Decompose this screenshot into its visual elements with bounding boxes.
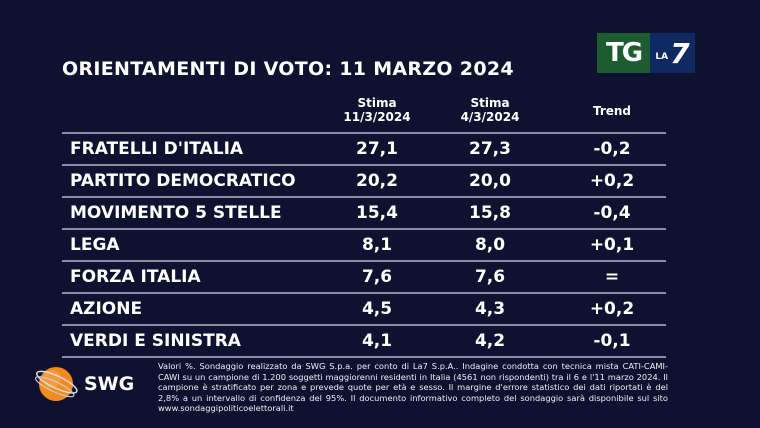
current-estimate: 15,4 <box>356 203 398 223</box>
table-row: MOVIMENTO 5 STELLE 15,4 15,8 -0,4 <box>62 196 666 228</box>
party-name: PARTITO DEMOCRATICO <box>70 171 296 191</box>
page-title: ORIENTAMENTI DI VOTO: 11 MARZO 2024 <box>62 58 514 80</box>
trend-value: +0,1 <box>589 235 635 255</box>
swg-logo: SWG <box>32 362 134 406</box>
trend-value: +0,2 <box>589 171 635 191</box>
trend-value: -0,2 <box>593 139 631 159</box>
current-estimate: 20,2 <box>356 171 398 191</box>
table-row: VERDI E SINISTRA 4,1 4,2 -0,1 <box>62 324 666 358</box>
current-estimate: 4,1 <box>361 331 393 351</box>
party-name: FRATELLI D'ITALIA <box>70 139 244 159</box>
trend-value: = <box>604 267 620 287</box>
column-header-trend: Trend <box>592 104 632 118</box>
la-logo-text: LA <box>655 52 669 62</box>
poll-table: FRATELLI D'ITALIA 27,1 27,3 -0,2 PARTITO … <box>62 132 666 358</box>
seven-logo-text: 7 <box>670 36 690 70</box>
party-name: LEGA <box>70 235 120 255</box>
trend-value: -0,4 <box>593 203 631 223</box>
table-row: AZIONE 4,5 4,3 +0,2 <box>62 292 666 324</box>
column-header-previous: Stima 4/3/2024 <box>460 96 520 124</box>
methodology-footnote: Valori %. Sondaggio realizzato da SWG S.… <box>158 361 668 413</box>
current-estimate: 7,6 <box>361 267 393 287</box>
column-header-current: Stima 11/3/2024 <box>343 96 411 124</box>
table-row: FORZA ITALIA 7,6 7,6 = <box>62 260 666 292</box>
table-row: PARTITO DEMOCRATICO 20,2 20,0 +0,2 <box>62 164 666 196</box>
trend-value: -0,1 <box>593 331 631 351</box>
previous-estimate: 4,2 <box>474 331 506 351</box>
previous-estimate: 7,6 <box>474 267 506 287</box>
table-row: FRATELLI D'ITALIA 27,1 27,3 -0,2 <box>62 132 666 164</box>
party-name: FORZA ITALIA <box>70 267 201 287</box>
previous-estimate: 4,3 <box>474 299 506 319</box>
globe-icon <box>34 367 78 401</box>
previous-estimate: 15,8 <box>469 203 511 223</box>
tg-la7-logo: TG LA 7 <box>597 33 695 73</box>
party-name: VERDI E SINISTRA <box>70 331 241 351</box>
previous-estimate: 20,0 <box>469 171 511 191</box>
tg-logo-text: TG <box>597 33 650 73</box>
current-estimate: 8,1 <box>361 235 393 255</box>
swg-logo-text: SWG <box>84 373 135 395</box>
party-name: MOVIMENTO 5 STELLE <box>70 203 282 223</box>
trend-value: +0,2 <box>589 299 635 319</box>
party-name: AZIONE <box>70 299 143 319</box>
current-estimate: 4,5 <box>361 299 393 319</box>
table-row: LEGA 8,1 8,0 +0,1 <box>62 228 666 260</box>
previous-estimate: 8,0 <box>474 235 506 255</box>
previous-estimate: 27,3 <box>469 139 511 159</box>
current-estimate: 27,1 <box>356 139 398 159</box>
